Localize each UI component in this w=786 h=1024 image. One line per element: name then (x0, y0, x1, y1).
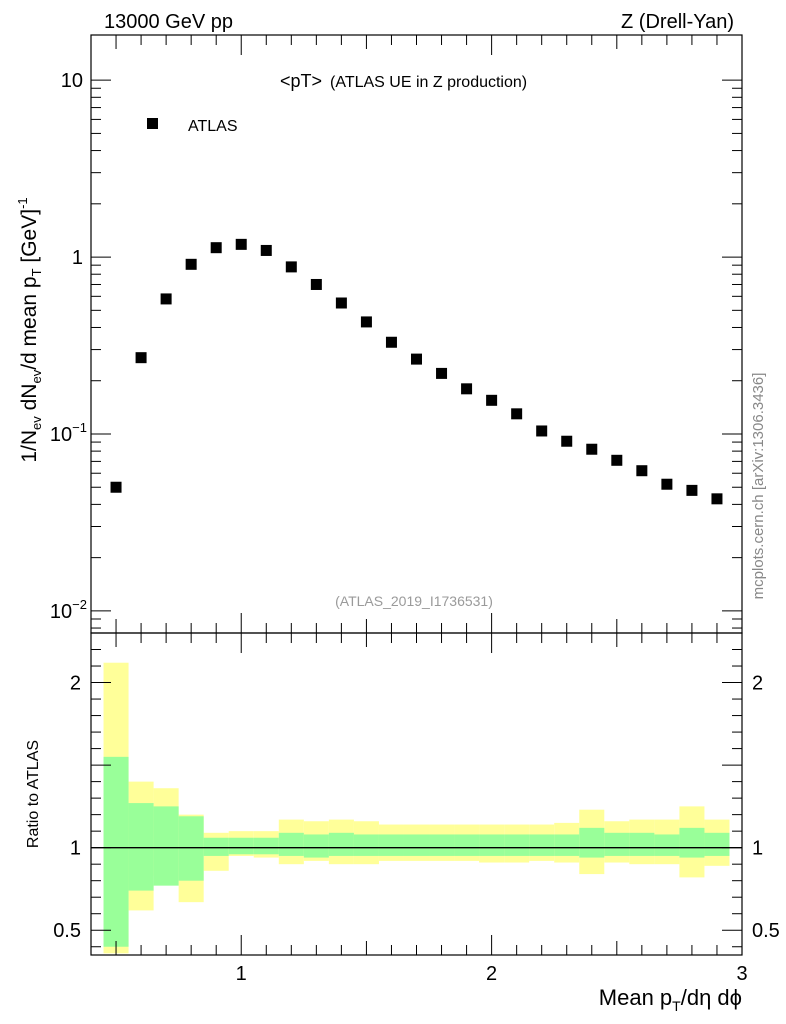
analysis-id-label: (ATLAS_2019_I1736531) (335, 593, 493, 609)
ratio-band-stat-bin (529, 834, 555, 856)
svg-text:1/Nev dNev/d mean pT [GeV]-1: 1/Nev dNev/d mean pT [GeV]-1 (15, 197, 44, 462)
main-y-tick-label: 10 (61, 70, 83, 92)
legend-atlas-marker (147, 118, 158, 129)
ratio-band-stat-bin (504, 834, 530, 856)
ratio-band-stat-bin (128, 803, 154, 891)
data-point (586, 443, 598, 455)
ratio-band-stat-bin (554, 834, 580, 856)
x-axis-label: Mean pT/dη dϕ (599, 985, 742, 1014)
ratio-band-stat-bin (278, 832, 304, 856)
ratio-band-stat-bin (429, 834, 455, 856)
ratio-band-stat-bin (704, 832, 730, 856)
data-point (686, 484, 698, 496)
ratio-band-stat-bin (679, 827, 705, 858)
x-tick-label: 3 (736, 963, 747, 985)
data-point (235, 238, 247, 250)
data-point (110, 481, 122, 493)
ratio-band-stat-bin (479, 834, 505, 856)
data-point (661, 478, 673, 490)
data-point (436, 367, 448, 379)
data-point (536, 425, 548, 437)
ratio-band-stat-bin (654, 834, 680, 856)
ratio-y-axis-label: Ratio to ATLAS (25, 740, 42, 848)
ratio-band-stat-bin (303, 834, 329, 858)
main-y-tick-label: 10−2 (50, 597, 87, 623)
ratio-y-tick-label-right: 2 (752, 673, 763, 695)
ratio-band-stat-bin (454, 834, 480, 856)
data-point (486, 394, 498, 406)
ratio-y-tick-label-right: 0.5 (752, 920, 780, 942)
ratio-band-stat-bin (604, 832, 630, 856)
ratio-bands (103, 662, 730, 954)
ratio-y-tick-label: 2 (70, 673, 81, 695)
x-tick-label: 2 (486, 963, 497, 985)
ratio-y-tick-label: 1 (70, 838, 81, 860)
data-point (611, 454, 623, 466)
legend-atlas-label: ATLAS (188, 118, 238, 135)
chart-subtitle: (ATLAS UE in Z production) (330, 74, 527, 91)
ratio-band-stat-bin (253, 837, 279, 855)
data-point (210, 242, 222, 254)
main-data-points (110, 238, 723, 505)
ratio-band-stat-bin (228, 837, 254, 855)
main-y-tick-label: 1 (72, 247, 83, 269)
ratio-band-stat-bin (203, 837, 229, 856)
data-point (511, 408, 523, 420)
data-point (360, 316, 372, 328)
x-tick-label: 1 (236, 963, 247, 985)
data-point (636, 465, 648, 477)
data-point (160, 293, 172, 305)
data-point (185, 258, 197, 270)
ratio-band-stat-bin (328, 832, 354, 856)
ratio-band-stat-bin (353, 834, 379, 856)
data-point (310, 278, 322, 290)
main-y-axis-label: 1/Nev dNev/d mean pT [GeV]-1 (15, 197, 44, 462)
ratio-y-tick-label: 0.5 (53, 920, 81, 942)
process-label: Z (Drell-Yan) (621, 11, 734, 33)
main-y-tick-label: 10−1 (50, 420, 87, 446)
ratio-band-stat-bin (629, 832, 655, 856)
ratio-band-stat-bin (403, 834, 430, 856)
ratio-band-stat-bin (178, 816, 204, 881)
ratio-band-stat-bin (153, 806, 179, 886)
chart-title: <pT> (280, 71, 322, 91)
ratio-band-stat-bin (378, 834, 404, 856)
data-point (335, 297, 347, 309)
ratio-band-stat-bin (103, 756, 129, 947)
data-point (561, 435, 573, 447)
data-point (260, 244, 272, 256)
side-source-label: mcplots.cern.ch [arXiv:1306.3436] (750, 373, 767, 600)
data-point (461, 383, 473, 395)
data-point (411, 353, 422, 365)
data-point (385, 336, 397, 348)
data-point (135, 352, 147, 364)
ratio-y-tick-label-right: 1 (752, 838, 763, 860)
ratio-panel-frame (90, 632, 743, 956)
energy-label: 13000 GeV pp (104, 11, 233, 33)
data-point (711, 493, 723, 505)
ratio-band-stat-bin (579, 827, 605, 858)
data-point (285, 261, 297, 273)
